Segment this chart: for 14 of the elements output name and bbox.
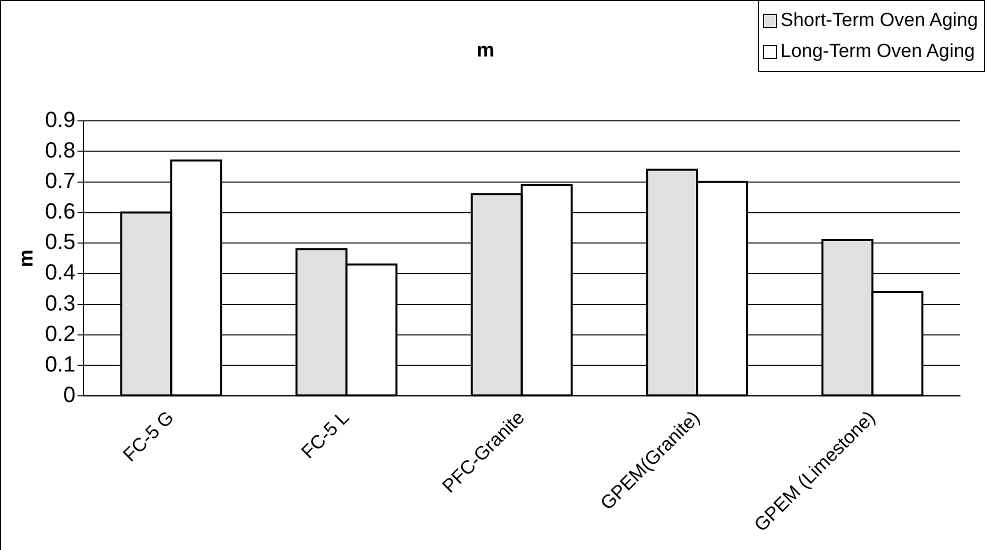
- y-tick-label: 0.6: [44, 198, 76, 224]
- y-tick-label: 0.1: [44, 351, 76, 376]
- y-tick-label: 0.7: [44, 168, 76, 193]
- chart-title: m: [476, 39, 494, 62]
- y-tick-label: 0.3: [44, 290, 76, 316]
- y-tick-label: 0.9: [44, 106, 76, 132]
- y-tick-label: 0.5: [44, 229, 76, 254]
- y-axis-title: m: [15, 249, 38, 268]
- y-tick-label: 0.4: [44, 260, 76, 285]
- y-tick-label: 0.2: [44, 320, 76, 346]
- legend-label: Short-Term Oven Aging: [780, 9, 978, 33]
- y-tick-label: 0.8: [44, 137, 76, 162]
- legend-label: Long-Term Oven Aging: [780, 40, 975, 64]
- y-tick-label: 0: [63, 382, 76, 407]
